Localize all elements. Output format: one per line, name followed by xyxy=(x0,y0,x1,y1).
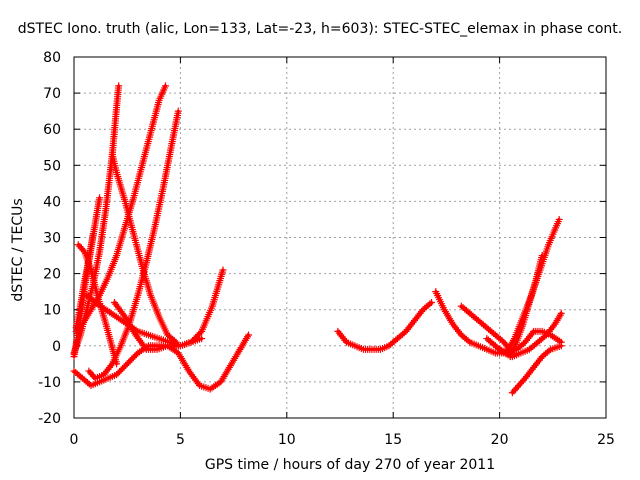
chart-grid xyxy=(74,57,606,418)
data-point xyxy=(162,82,170,90)
data-series xyxy=(85,107,182,382)
data-point xyxy=(131,352,139,360)
y-axis-ticks: -20 -10 0 10 20 30 40 50 60 70 80 xyxy=(38,50,606,427)
data-point xyxy=(196,329,204,337)
y-tick-label: 30 xyxy=(43,231,61,247)
x-axis-ticks: 0 5 10 15 20 25 xyxy=(70,57,615,448)
data-point xyxy=(464,337,472,345)
data-point xyxy=(555,215,563,223)
y-tick-label: 20 xyxy=(43,267,61,283)
y-tick-label: 40 xyxy=(43,194,61,210)
data-series xyxy=(110,298,252,393)
data-point xyxy=(115,82,123,90)
data-point xyxy=(114,369,122,377)
data-series xyxy=(70,335,206,390)
data-point xyxy=(545,347,553,355)
data-series xyxy=(108,150,180,346)
data-series xyxy=(432,288,508,357)
y-axis-label: dSTEC / TECUs xyxy=(10,198,26,302)
data-series xyxy=(72,82,170,335)
data-point xyxy=(426,300,434,308)
y-tick-label: 0 xyxy=(52,339,61,355)
y-tick-label: 60 xyxy=(43,122,61,138)
data-point xyxy=(117,366,125,374)
x-tick-label: 10 xyxy=(278,432,296,448)
y-tick-label: -20 xyxy=(38,411,61,427)
x-axis-label: GPS time / hours of day 270 of year 2011 xyxy=(204,457,496,473)
data-point xyxy=(174,107,182,115)
data-point xyxy=(557,309,565,317)
y-tick-label: -10 xyxy=(38,375,61,391)
data-point xyxy=(244,331,252,339)
data-point xyxy=(89,230,97,238)
y-tick-label: 10 xyxy=(43,303,61,319)
data-series xyxy=(72,230,97,332)
x-tick-label: 20 xyxy=(491,432,509,448)
data-point xyxy=(125,358,133,366)
y-tick-label: 70 xyxy=(43,86,61,102)
data-point xyxy=(428,298,436,306)
plot-area xyxy=(70,82,565,397)
y-tick-label: 80 xyxy=(43,50,61,66)
data-point xyxy=(96,194,104,202)
data-point xyxy=(128,355,136,363)
data-series xyxy=(506,252,546,361)
data-point xyxy=(113,371,121,379)
data-point xyxy=(120,363,128,371)
data-point xyxy=(198,335,206,343)
x-tick-label: 0 xyxy=(70,432,79,448)
data-point xyxy=(557,342,565,350)
data-point xyxy=(400,329,408,337)
data-point xyxy=(538,252,546,260)
x-tick-label: 25 xyxy=(597,432,615,448)
x-tick-label: 15 xyxy=(384,432,402,448)
data-point xyxy=(122,361,130,369)
data-point xyxy=(116,368,124,376)
data-point xyxy=(519,340,527,348)
data-point xyxy=(129,354,137,362)
data-point xyxy=(119,364,127,372)
data-point xyxy=(123,360,131,368)
x-tick-label: 5 xyxy=(176,432,185,448)
data-point xyxy=(126,357,134,365)
data-point xyxy=(498,337,506,345)
data-point xyxy=(195,330,203,338)
data-point xyxy=(219,266,227,274)
data-series xyxy=(508,342,565,397)
chart-title: dSTEC Iono. truth (alic, Lon=133, Lat=-2… xyxy=(17,21,623,37)
data-series xyxy=(334,298,436,353)
y-tick-label: 50 xyxy=(43,158,61,174)
